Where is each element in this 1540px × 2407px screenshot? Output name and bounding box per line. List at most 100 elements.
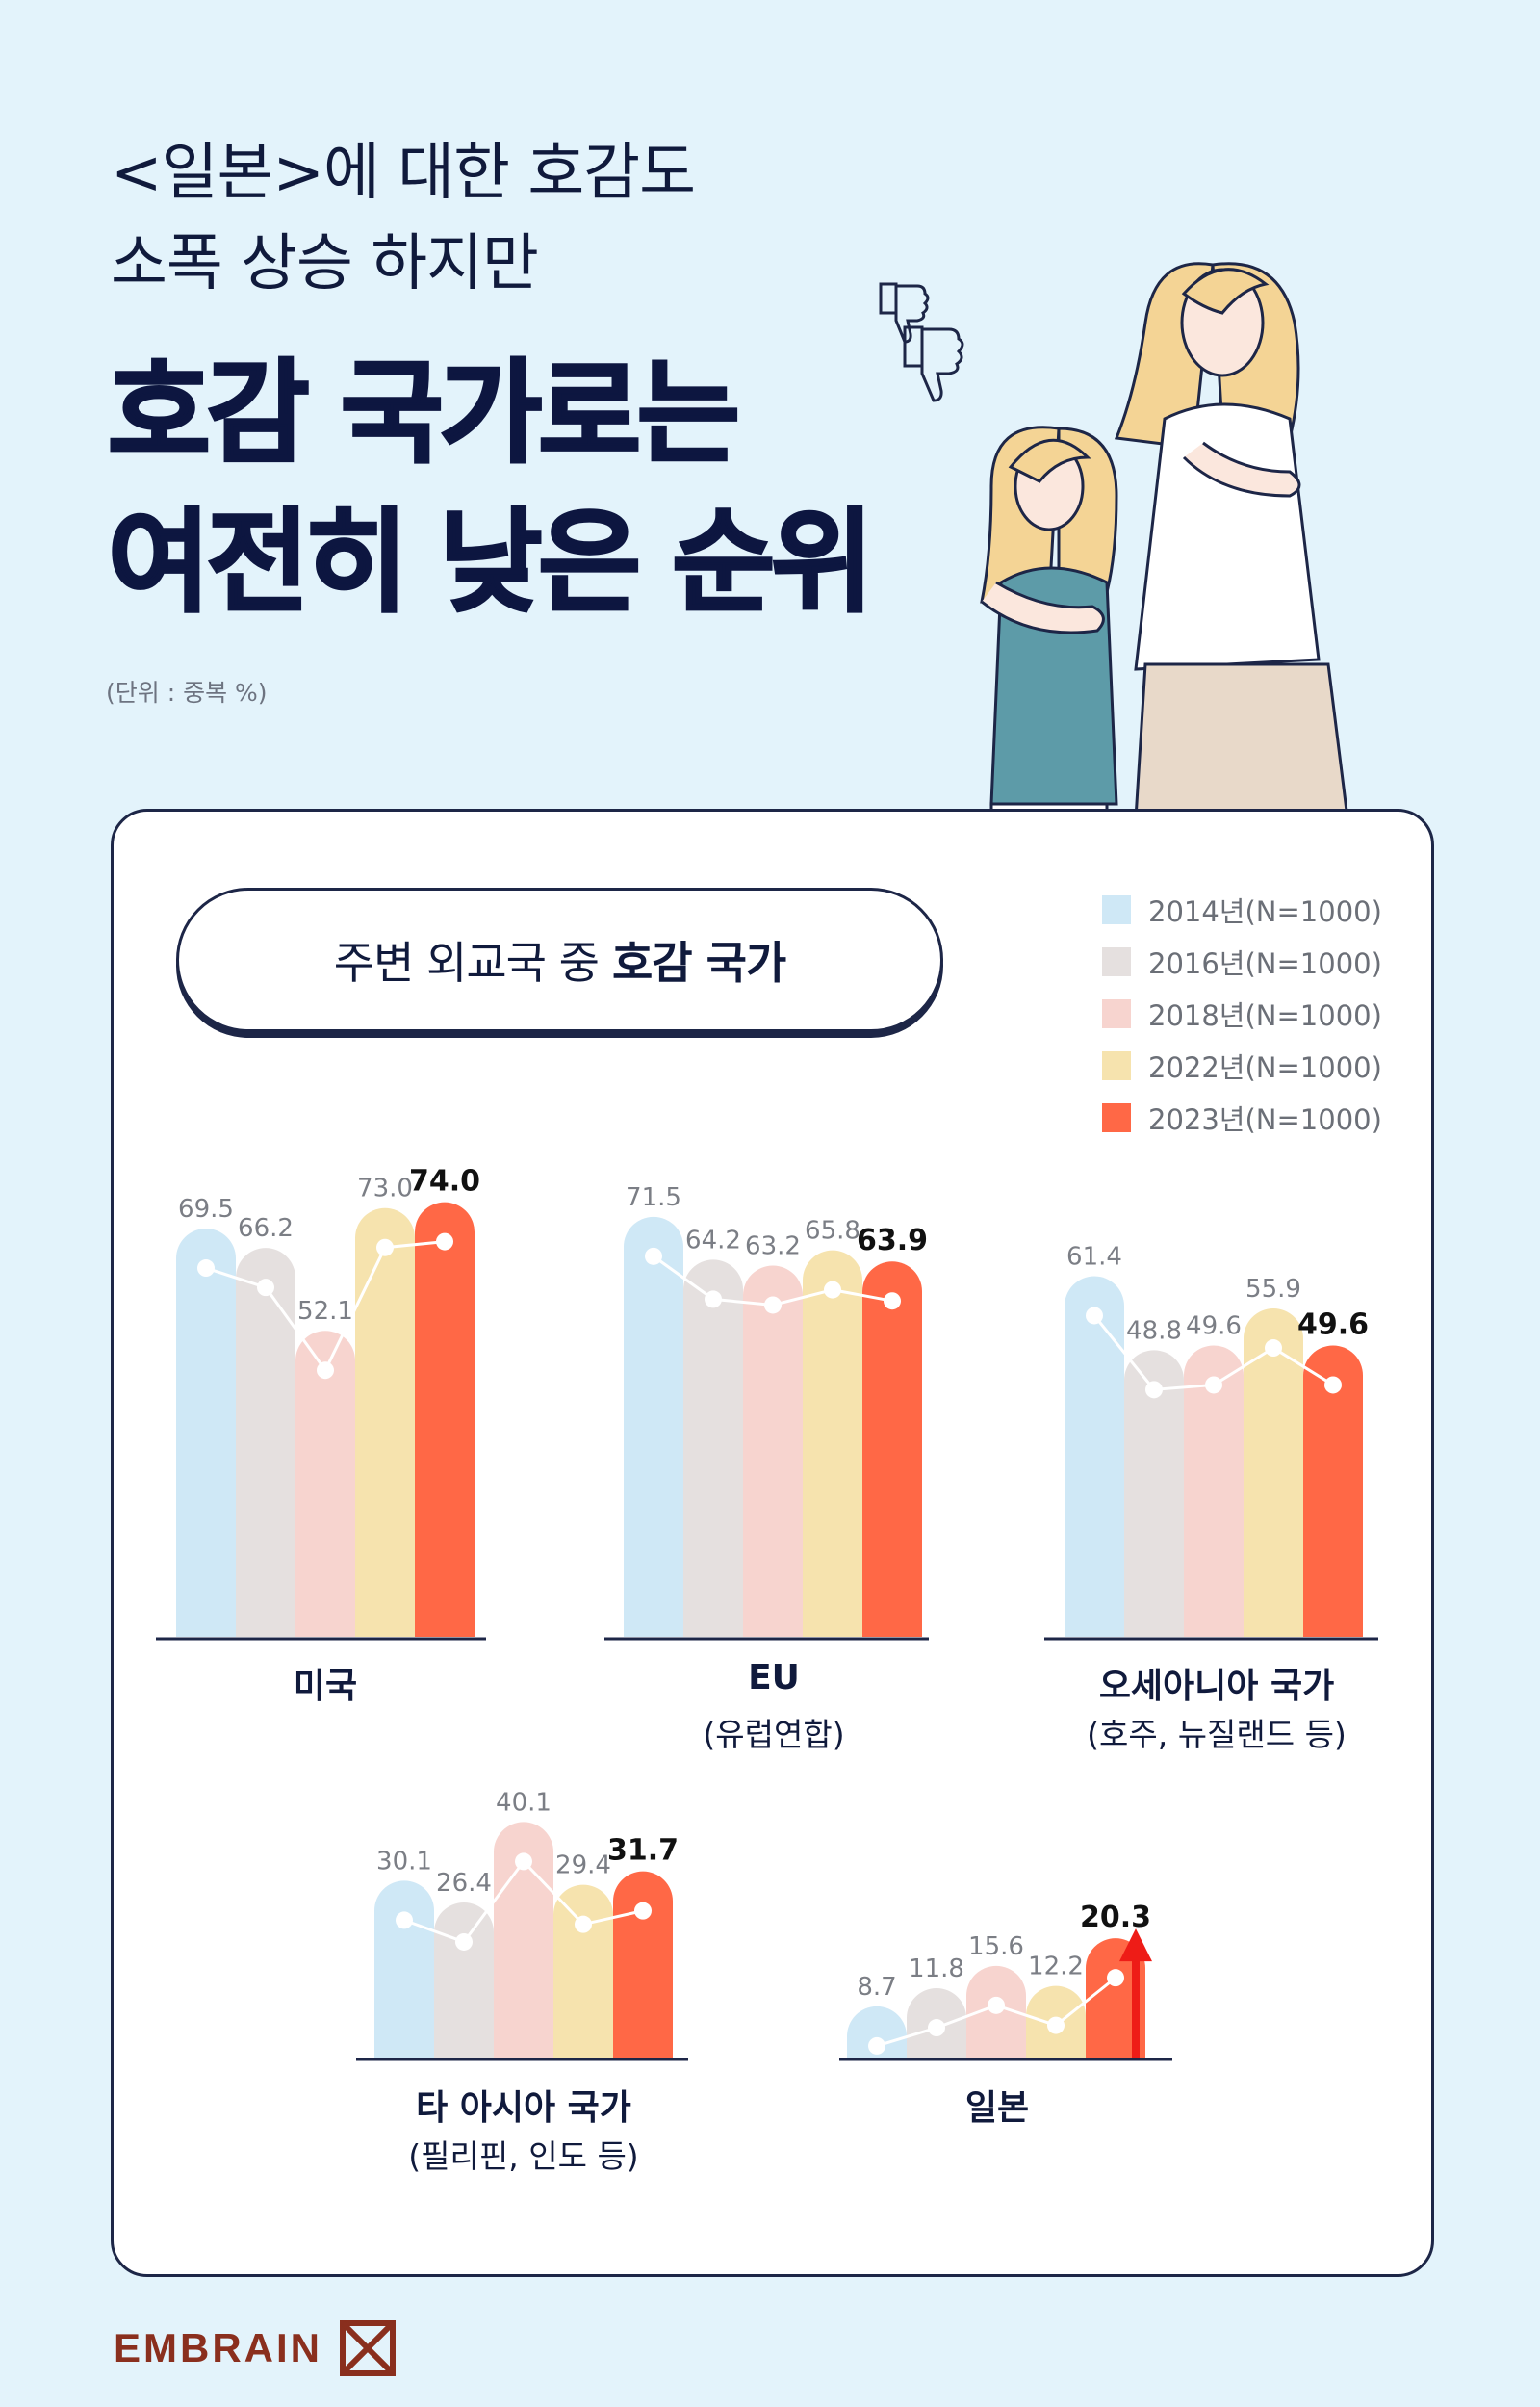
legend-label: 2023년(N=1000) <box>1148 1103 1382 1136</box>
bar <box>624 1216 683 1637</box>
group-label-japan: 일본 <box>964 2088 1030 2128</box>
group-sublabel-other-asia: (필리핀, 인도 등) <box>408 2137 639 2175</box>
data-point <box>884 1292 901 1310</box>
headline-line-3: 호감 국가로는 <box>107 348 742 480</box>
group-sublabel-eu: (유럽연합) <box>703 1716 845 1753</box>
bar <box>1184 1345 1244 1637</box>
value-label: 64.2 <box>685 1226 741 1255</box>
highlight-arrow-head <box>1119 1928 1152 1962</box>
logo-text: EMBRAIN <box>114 2325 322 2370</box>
value-label: 52.1 <box>297 1297 353 1326</box>
data-point <box>376 1238 394 1256</box>
value-label: 48.8 <box>1126 1316 1182 1345</box>
bar <box>374 1880 434 2058</box>
group-label-eu: EU <box>748 1658 800 1697</box>
thumbs-down-icon <box>903 325 964 402</box>
data-point <box>197 1259 215 1278</box>
bar <box>355 1207 415 1637</box>
value-label: 71.5 <box>626 1183 681 1212</box>
value-label: 20.3 <box>1080 1901 1151 1934</box>
legend-item: 2014년(N=1000) <box>1102 884 1382 936</box>
thumbs-down-icon <box>879 282 930 344</box>
data-point <box>645 1247 662 1265</box>
bar <box>176 1229 236 1637</box>
subtitle-prefix: 주변 외교국 중 <box>333 937 600 989</box>
data-point <box>575 1915 592 1933</box>
bar <box>434 1902 494 2058</box>
legend-swatch <box>1102 1103 1131 1132</box>
value-label: 8.7 <box>857 1973 896 2002</box>
data-point <box>1086 1307 1103 1325</box>
legend-item: 2018년(N=1000) <box>1102 988 1382 1040</box>
value-label: 49.6 <box>1297 1307 1369 1341</box>
data-point <box>455 1932 473 1951</box>
legend-label: 2016년(N=1000) <box>1148 947 1382 980</box>
group-label-other-asia: 타 아시아 국가 <box>416 2088 631 2128</box>
group-label-usa: 미국 <box>293 1667 358 1706</box>
legend-label: 2022년(N=1000) <box>1148 1051 1382 1084</box>
value-label: 61.4 <box>1066 1242 1122 1271</box>
embrain-logo: EMBRAIN <box>114 2320 396 2376</box>
data-point <box>515 1852 532 1871</box>
value-label: 63.9 <box>857 1224 928 1257</box>
bar <box>1086 1938 1145 2058</box>
data-point <box>824 1281 841 1299</box>
headline-line-4: 여전히 낮은 순위 <box>107 497 876 630</box>
legend-item: 2023년(N=1000) <box>1102 1092 1382 1144</box>
data-point <box>868 2036 886 2055</box>
data-point <box>1205 1376 1222 1394</box>
value-label: 30.1 <box>376 1847 432 1876</box>
group-label-oceania: 오세아니아 국가 <box>1098 1667 1335 1706</box>
value-label: 31.7 <box>607 1834 679 1868</box>
value-label: 63.2 <box>745 1231 801 1260</box>
data-point <box>1324 1376 1342 1394</box>
data-point <box>764 1296 782 1314</box>
value-label: 49.6 <box>1186 1311 1242 1340</box>
bar <box>236 1248 295 1637</box>
value-label: 73.0 <box>357 1175 413 1204</box>
bar <box>1124 1350 1184 1637</box>
legend-swatch <box>1102 999 1131 1028</box>
data-point <box>1047 2016 1065 2034</box>
data-point <box>928 2019 945 2037</box>
legend: 2014년(N=1000) 2016년(N=1000) 2018년(N=1000… <box>1102 884 1382 1144</box>
value-label: 29.4 <box>555 1851 611 1880</box>
bar <box>862 1261 922 1637</box>
legend-swatch <box>1102 947 1131 976</box>
data-point <box>705 1290 722 1308</box>
data-point <box>257 1279 274 1297</box>
bar <box>1065 1276 1124 1637</box>
value-label: 15.6 <box>968 1932 1024 1961</box>
legend-label: 2014년(N=1000) <box>1148 895 1382 928</box>
value-label: 12.2 <box>1028 1953 1084 1981</box>
value-label: 55.9 <box>1245 1275 1301 1304</box>
subtitle-bold: 호감 국가 <box>611 937 786 989</box>
unit-label: (단위 : 중복 %) <box>106 679 268 707</box>
data-point <box>1107 1969 1124 1987</box>
bar <box>613 1871 673 2058</box>
headline-line-2: 소폭 상승 하지만 <box>111 228 539 299</box>
legend-item: 2016년(N=1000) <box>1102 936 1382 988</box>
bar <box>1303 1345 1363 1637</box>
logo-mark-icon <box>340 2320 396 2376</box>
value-label: 40.1 <box>496 1788 552 1817</box>
data-point <box>1145 1381 1163 1399</box>
bar <box>1244 1308 1303 1637</box>
value-label: 69.5 <box>178 1195 234 1224</box>
bar <box>803 1250 862 1637</box>
bar <box>295 1331 355 1637</box>
legend-label: 2018년(N=1000) <box>1148 999 1382 1032</box>
bar <box>553 1884 613 2058</box>
bar <box>847 2006 907 2058</box>
data-point <box>436 1232 453 1251</box>
bar <box>743 1265 803 1637</box>
legend-item: 2022년(N=1000) <box>1102 1040 1382 1092</box>
value-label: 65.8 <box>805 1217 860 1246</box>
data-point <box>988 1996 1005 2014</box>
value-label: 11.8 <box>909 1954 964 1983</box>
data-point <box>396 1911 413 1929</box>
chart-subtitle: 주변 외교국 중 호감 국가 <box>176 888 943 1032</box>
value-label: 66.2 <box>238 1214 294 1243</box>
legend-swatch <box>1102 895 1131 924</box>
